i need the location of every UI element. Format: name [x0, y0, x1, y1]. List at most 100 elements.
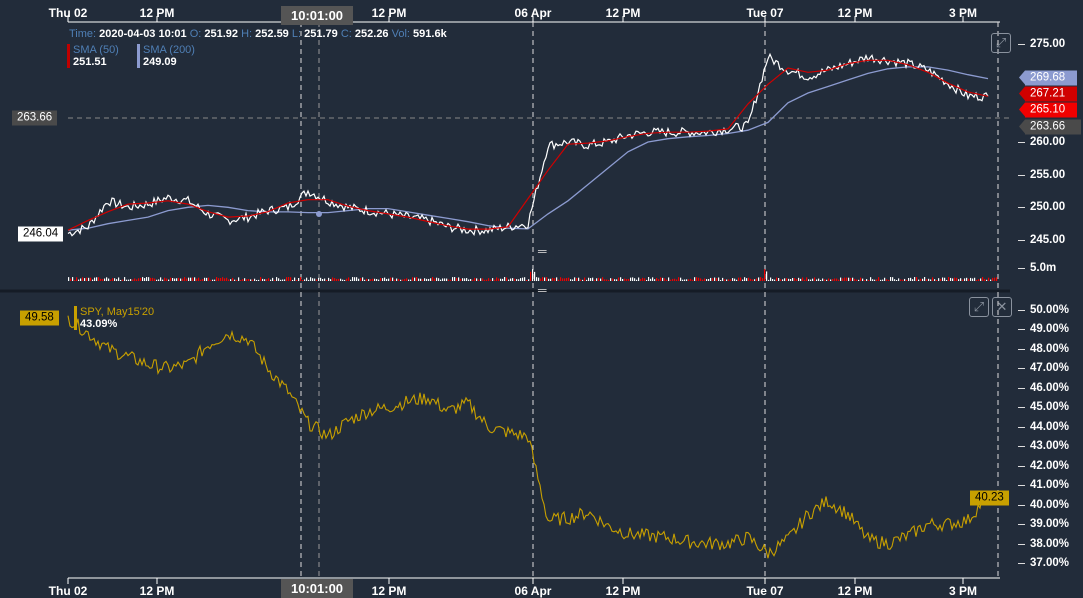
volume-bar: [778, 278, 780, 281]
volume-bar: [516, 279, 518, 281]
pane-resize-handle[interactable]: ═: [538, 283, 547, 297]
volume-bar: [80, 278, 82, 281]
sma50-legend[interactable]: SMA (50) 251.51: [67, 44, 119, 68]
iv-legend[interactable]: SPY, May15'20 43.09%: [74, 306, 154, 330]
volume-bar: [440, 279, 442, 281]
volume-bar: [840, 277, 842, 281]
crosshair-point: [316, 211, 322, 217]
volume-bar: [742, 279, 744, 281]
volume-bar: [694, 277, 696, 281]
volume-bar: [822, 278, 824, 281]
sma200-price-tag-text: 269.68: [1030, 71, 1066, 84]
volume-bar: [736, 279, 738, 281]
volume-bar: [992, 277, 994, 281]
volume-bar: [254, 278, 256, 281]
cursor-time-top: 10:01:00: [281, 6, 354, 25]
volume-bar: [540, 278, 542, 281]
sma200-legend[interactable]: SMA (200) 249.09: [137, 44, 195, 68]
close-icon: ✕: [996, 299, 1008, 314]
volume-bar: [406, 278, 408, 281]
volume-bar: [276, 277, 278, 281]
volume-bar: [518, 279, 520, 281]
volume-bar: [532, 269, 534, 281]
volume-bar: [116, 279, 118, 281]
volume-bar: [496, 277, 498, 281]
volume-bar: [640, 278, 642, 281]
iv-tick: 41.00%: [1017, 479, 1070, 492]
volume-bar: [634, 278, 636, 281]
volume-bar: [482, 278, 484, 281]
volume-bar: [278, 278, 280, 281]
volume-bar: [522, 277, 524, 281]
close-iv-pane-button[interactable]: ✕: [992, 297, 1012, 317]
volume-bar: [644, 278, 646, 281]
volume-bar: [810, 279, 812, 281]
volume-bar: [858, 279, 860, 281]
volume-bar: [600, 278, 602, 281]
volume-bar: [192, 277, 194, 281]
volume-bar: [352, 277, 354, 281]
expand-icon: ⤢: [973, 299, 985, 314]
time-tick-bottom: 12 PM: [605, 584, 641, 598]
volume-bar: [100, 278, 102, 281]
volume-bar: [546, 277, 548, 281]
volume-label: Vol:: [391, 28, 410, 40]
pane-resize-handle[interactable]: ═: [538, 244, 547, 258]
volume-bar: [744, 277, 746, 281]
time-tick-top: Tue 07: [746, 6, 784, 20]
volume-bar: [890, 277, 892, 281]
volume-bar: [156, 279, 158, 281]
volume-bar: [232, 277, 234, 281]
volume-bar: [78, 279, 80, 281]
volume-bar: [164, 277, 166, 281]
volume-bar: [590, 278, 592, 281]
volume-bar: [954, 277, 956, 281]
volume-bar: [848, 277, 850, 281]
sma200-price-tag: 269.68: [1019, 70, 1077, 86]
volume-bar: [538, 277, 540, 281]
volume-bar: [548, 278, 550, 281]
maximize-price-pane-button[interactable]: ⤢: [991, 33, 1011, 53]
volume-bar: [760, 277, 762, 281]
volume-bar: [964, 278, 966, 281]
volume-bar: [432, 277, 434, 281]
maximize-iv-pane-button[interactable]: ⤢: [969, 297, 989, 317]
volume-bar: [428, 278, 430, 281]
volume-bar: [170, 277, 172, 281]
volume-bar: [980, 278, 982, 281]
volume-bar: [876, 279, 878, 281]
volume-bar: [350, 279, 352, 281]
volume-bar: [436, 277, 438, 281]
time-tick-bottom: Thu 02: [48, 584, 88, 598]
volume-bar: [510, 278, 512, 281]
volume-bar: [950, 277, 952, 281]
volume-bar: [572, 279, 574, 281]
volume-bar: [140, 277, 142, 281]
volume-bar: [370, 279, 372, 281]
volume-bar: [612, 278, 614, 281]
volume-bar: [896, 279, 898, 281]
volume-bar: [506, 277, 508, 281]
volume-bar: [346, 278, 348, 281]
volume-bar: [702, 279, 704, 281]
volume-bar: [264, 279, 266, 281]
time-tick-top: 3 PM: [948, 6, 978, 20]
open-label: O:: [189, 28, 202, 40]
volume-bar: [790, 279, 792, 281]
iv-tick: 37.00%: [1017, 556, 1070, 569]
volume-bar: [686, 279, 688, 281]
volume-bar: [712, 278, 714, 281]
volume-bar: [460, 278, 462, 281]
volume-bar: [580, 279, 582, 281]
volume-bar: [486, 279, 488, 281]
volume-bar: [108, 278, 110, 281]
volume-bar: [706, 279, 708, 281]
volume-bar: [178, 277, 180, 281]
volume-bar: [124, 277, 126, 281]
volume-bar: [824, 279, 826, 281]
volume-bar: [418, 278, 420, 281]
volume-bar: [786, 278, 788, 281]
volume-bar: [966, 277, 968, 281]
high-label: H:: [241, 28, 253, 40]
